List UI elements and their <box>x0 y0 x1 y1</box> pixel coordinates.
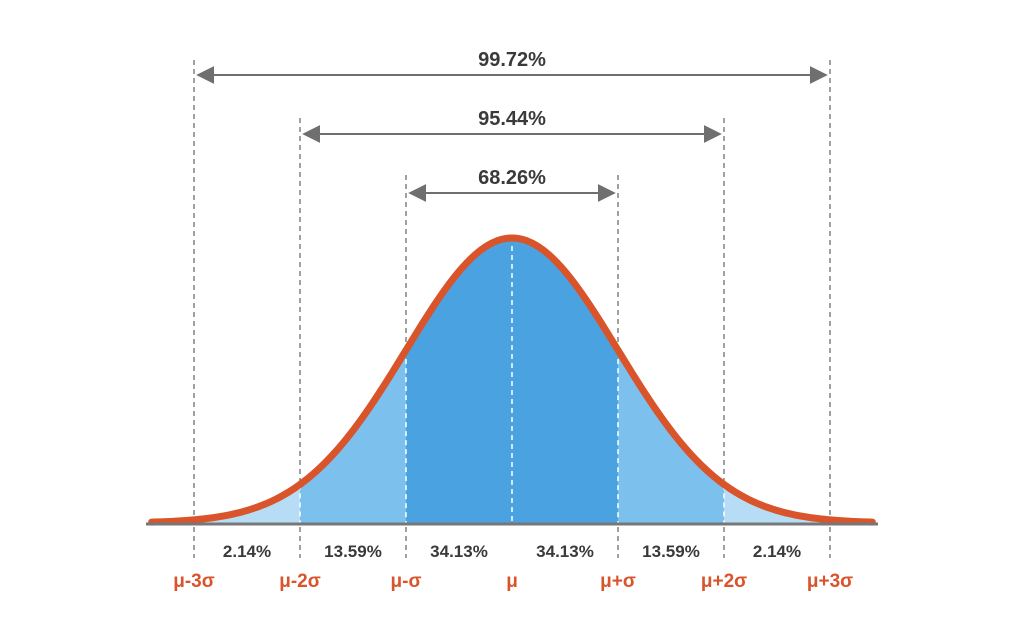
segment-fill-5 <box>724 484 830 523</box>
segment-fill-0 <box>194 484 300 523</box>
x-tick-label-3: μ <box>506 571 518 592</box>
segment-label-0: 2.14% <box>223 542 271 561</box>
labels: 68.26% 95.44% 99.72% 2.14% 13.59% 34.13% 34.13… <box>173 49 853 592</box>
x-tick-label-2: μ-σ <box>391 571 422 592</box>
segment-fill-3 <box>512 238 618 523</box>
curve-layer <box>148 234 876 526</box>
segment-label-5: 2.14% <box>753 542 801 561</box>
segment-label-3: 34.13% <box>536 542 594 561</box>
range-label-0: 68.26% <box>478 167 546 189</box>
range-label-1: 95.44% <box>478 108 546 130</box>
range-label-2: 99.72% <box>478 49 546 71</box>
range-brackets <box>196 66 828 202</box>
bell-curve <box>148 234 876 526</box>
segment-fill-2 <box>406 238 512 523</box>
segment-label-2: 34.13% <box>430 542 488 561</box>
guide-lines <box>193 60 831 558</box>
x-tick-label-5: μ+2σ <box>701 571 747 592</box>
segment-label-4: 13.59% <box>642 542 700 561</box>
x-tick-label-4: μ+σ <box>600 571 636 592</box>
x-tick-label-6: μ+3σ <box>807 571 853 592</box>
x-tick-label-0: μ-3σ <box>173 571 215 592</box>
segment-label-1: 13.59% <box>324 542 382 561</box>
x-tick-label-1: μ-2σ <box>279 571 321 592</box>
